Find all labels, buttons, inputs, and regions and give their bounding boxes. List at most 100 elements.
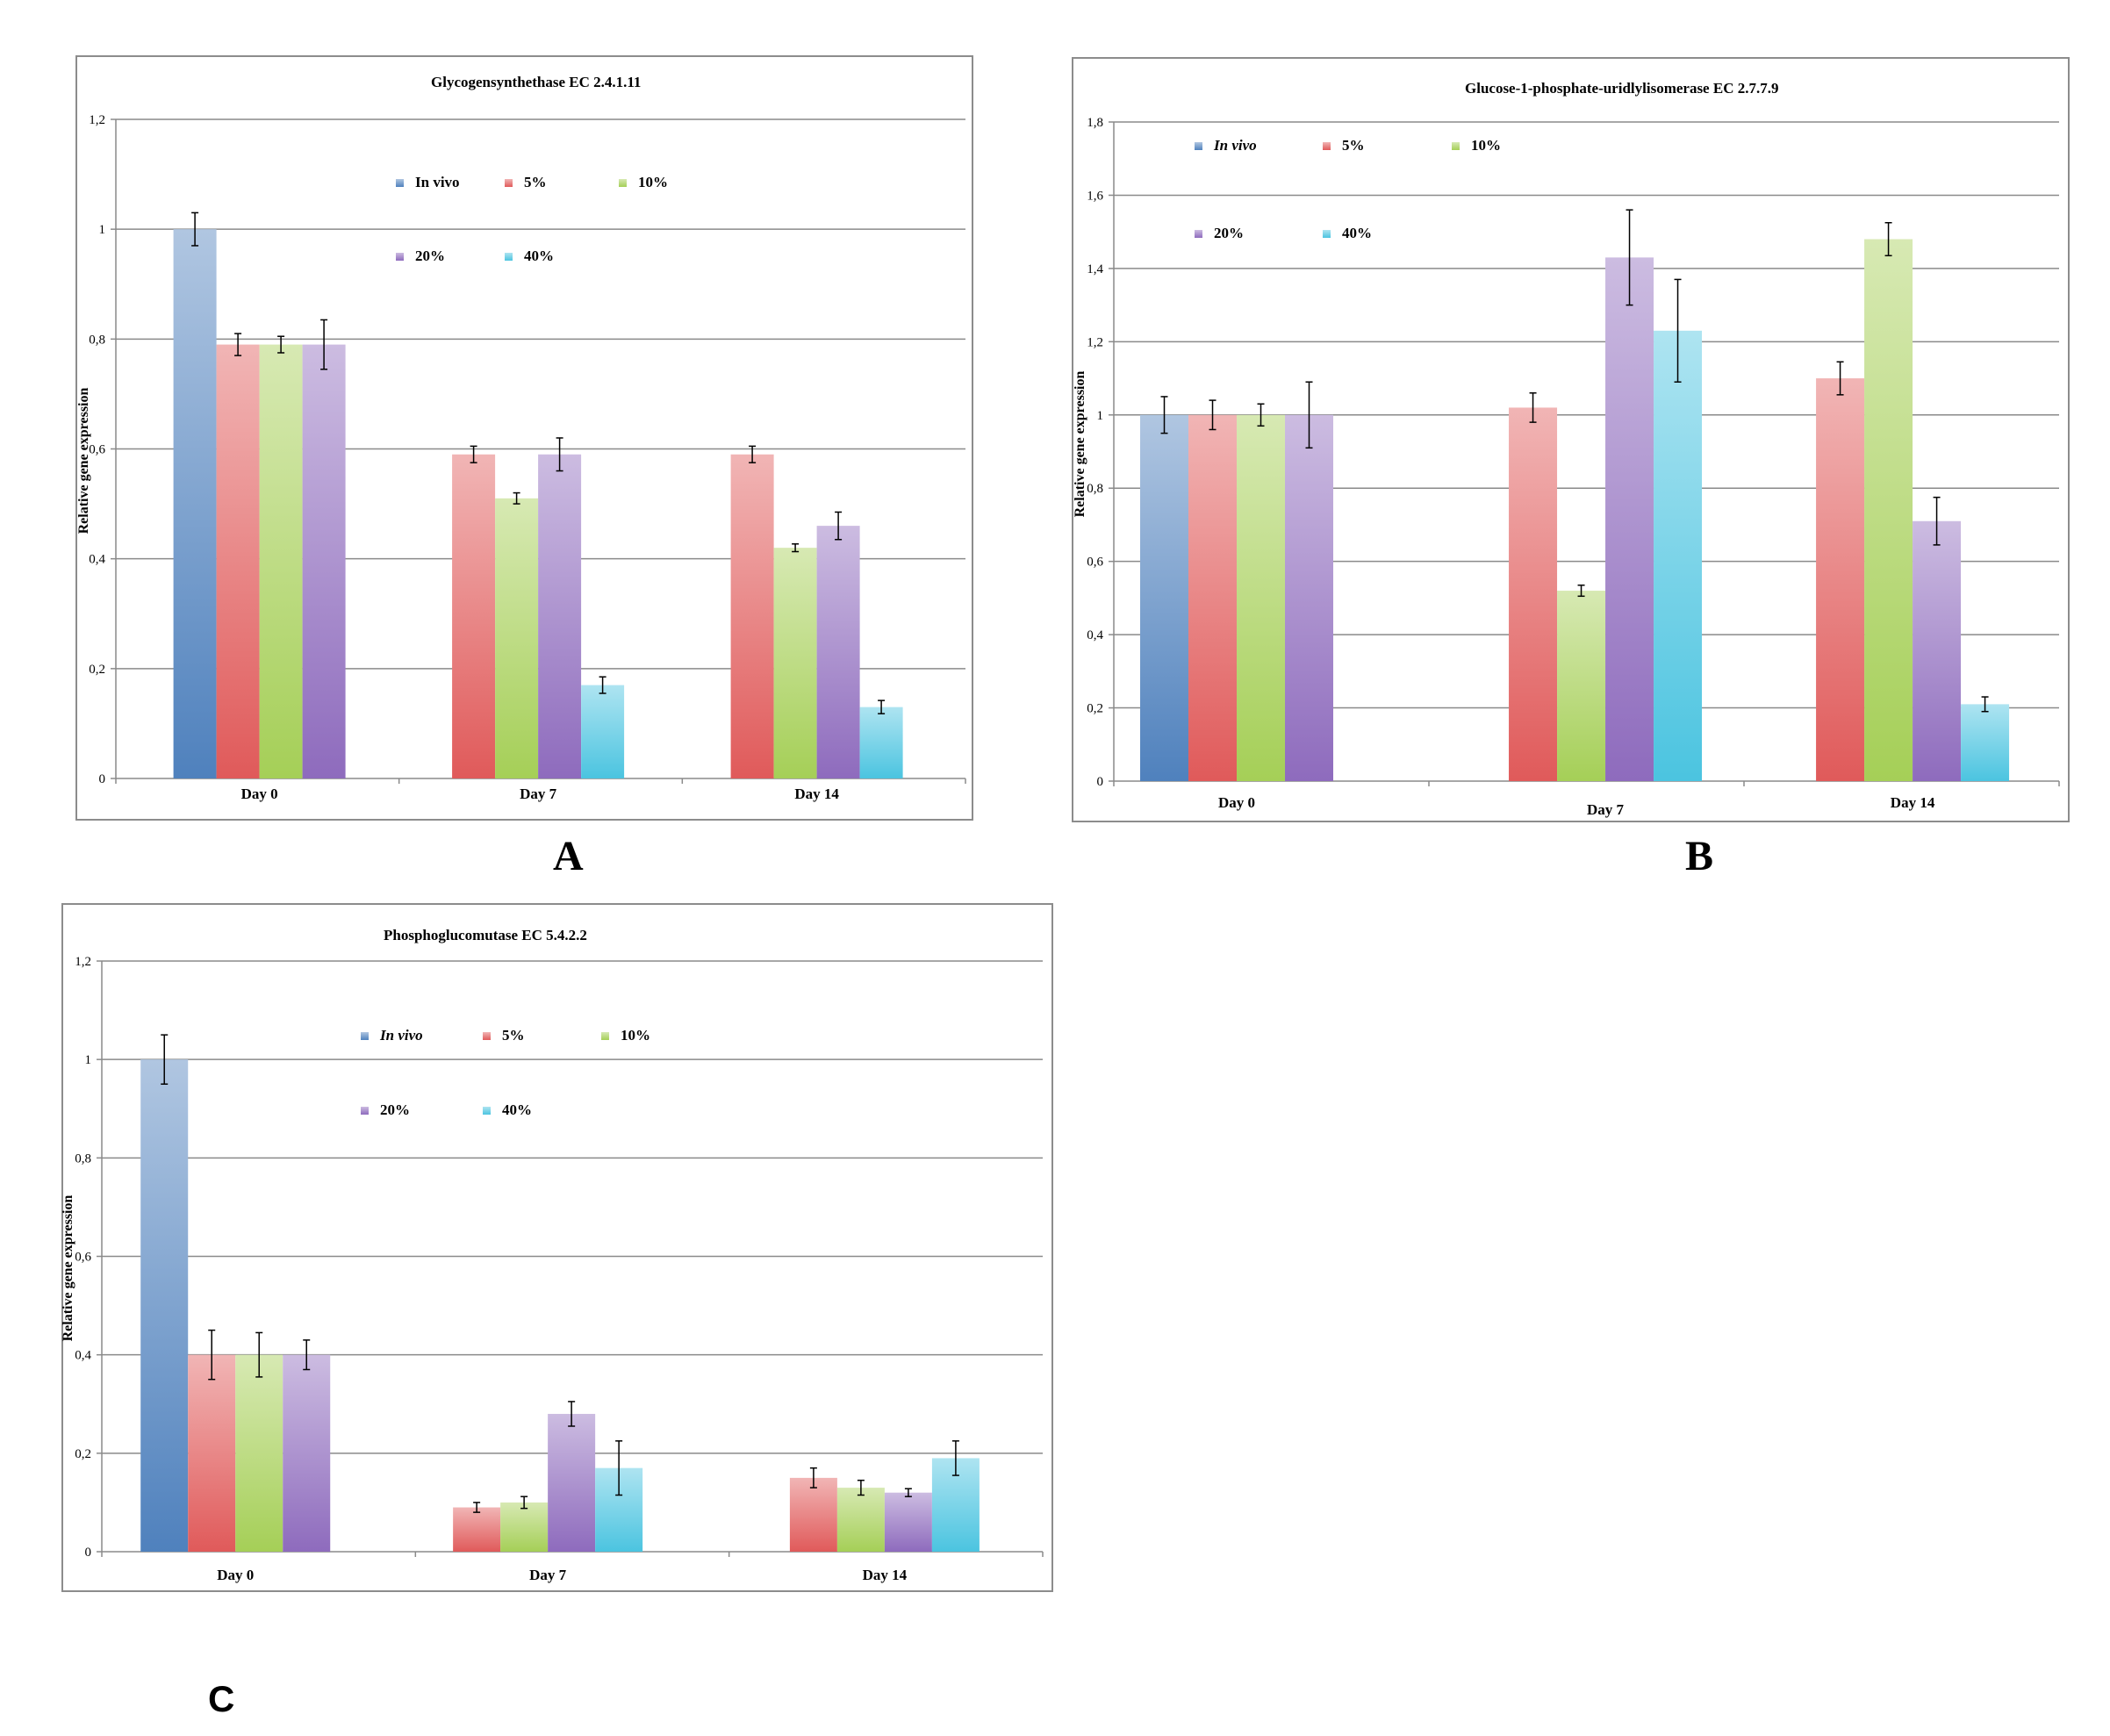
y-tick-label: 1 — [85, 1053, 92, 1067]
y-tick-label: 1,2 — [89, 113, 105, 127]
legend-swatch — [505, 253, 513, 261]
x-category-label: Day 0 — [241, 786, 278, 802]
legend-label: In vivo — [415, 174, 460, 190]
x-category-label: Day 14 — [863, 1567, 908, 1583]
y-tick-label: 0 — [85, 1546, 92, 1560]
legend-label: 40% — [502, 1101, 532, 1118]
bar — [884, 1492, 932, 1552]
legend-swatch — [1323, 142, 1331, 150]
legend-swatch — [505, 179, 513, 187]
y-tick-label: 0,8 — [75, 1151, 91, 1166]
bar — [216, 344, 260, 778]
bar — [259, 344, 303, 778]
bar — [1961, 704, 2010, 781]
bar — [1509, 407, 1558, 781]
y-tick-label: 1,2 — [75, 955, 91, 969]
legend-label: 20% — [1214, 225, 1244, 241]
bar — [789, 1477, 837, 1552]
legend-swatch — [483, 1107, 491, 1115]
chart-panel-b: Glucose-1-phosphate-uridlylisomerase EC … — [1072, 57, 2070, 822]
legend-label: 20% — [415, 247, 445, 264]
legend-label: In vivo — [379, 1027, 423, 1044]
bar — [452, 454, 496, 778]
bar — [1188, 414, 1238, 781]
y-tick-label: 0,2 — [75, 1447, 91, 1461]
chart-title: Glycogensynthethase EC 2.4.1.11 — [431, 74, 641, 90]
x-category-label: Day 7 — [529, 1567, 567, 1583]
y-tick-label: 1,4 — [1087, 262, 1103, 276]
legend-label: 40% — [1342, 225, 1372, 241]
y-tick-label: 1,8 — [1087, 116, 1103, 130]
y-tick-label: 0,8 — [1087, 482, 1103, 496]
bar — [1816, 378, 1865, 781]
legend-swatch — [1452, 142, 1460, 150]
chart-panel-c: Phosphoglucomutase EC 5.4.2.2 Relative ge… — [61, 903, 1053, 1592]
y-tick-label: 0,6 — [75, 1251, 91, 1265]
x-category-label: Day 14 — [1891, 794, 1935, 811]
bar — [140, 1059, 189, 1552]
legend-swatch — [361, 1032, 369, 1040]
bar — [453, 1507, 501, 1552]
bar — [173, 229, 217, 778]
bar — [1913, 520, 1962, 781]
bar — [1557, 591, 1606, 781]
legend-swatch — [361, 1107, 369, 1115]
x-category-label: Day 7 — [1587, 801, 1625, 818]
legend-swatch — [483, 1032, 491, 1040]
legend-label: 20% — [380, 1101, 410, 1118]
bar — [773, 548, 817, 778]
legend-swatch — [1195, 230, 1202, 238]
y-tick-label: 0,2 — [1087, 702, 1103, 716]
y-tick-label: 0 — [1097, 775, 1104, 789]
y-axis-label: Relative gene expression — [1073, 371, 1087, 518]
chart-b-svg: Glucose-1-phosphate-uridlylisomerase EC … — [1073, 80, 2060, 818]
bar — [302, 344, 346, 778]
chart-title: Phosphoglucomutase EC 5.4.2.2 — [384, 927, 587, 943]
legend-swatch — [396, 253, 404, 261]
bar — [1605, 257, 1654, 782]
y-tick-label: 1,6 — [1087, 189, 1103, 203]
chart-a-svg: Glycogensynthethase EC 2.4.1.11 Relative … — [76, 74, 966, 802]
panel-letter-c: C — [208, 1678, 235, 1719]
y-tick-label: 1 — [99, 223, 106, 237]
bar — [538, 454, 582, 778]
bar — [235, 1354, 283, 1552]
bar — [1864, 239, 1913, 781]
y-tick-label: 0,4 — [89, 553, 105, 567]
y-axis-label: Relative gene expression — [76, 388, 91, 534]
y-tick-label: 0,4 — [75, 1349, 91, 1363]
y-tick-label: 0,4 — [1087, 628, 1103, 642]
panel-letter-a: A — [553, 833, 584, 879]
bar — [836, 1488, 885, 1552]
x-category-label: Day 0 — [217, 1567, 254, 1583]
legend-label: 10% — [638, 174, 668, 190]
bar — [548, 1413, 596, 1552]
y-tick-label: 1 — [1097, 409, 1104, 423]
x-category-label: Day 0 — [1218, 794, 1255, 811]
bar — [816, 526, 860, 778]
bar — [283, 1354, 331, 1552]
legend-label: 5% — [1342, 137, 1365, 154]
legend-label: 10% — [1471, 137, 1501, 154]
y-axis-label: Relative gene expression — [61, 1195, 75, 1342]
legend-swatch — [1195, 142, 1202, 150]
panel-letter-b: B — [1685, 833, 1714, 879]
bar — [1237, 414, 1286, 781]
bar — [859, 707, 903, 778]
bar — [500, 1502, 549, 1552]
chart-title: Glucose-1-phosphate-uridlylisomerase EC … — [1465, 80, 1778, 97]
legend-swatch — [601, 1032, 609, 1040]
y-tick-label: 0,8 — [89, 333, 105, 347]
legend-label: 5% — [524, 174, 547, 190]
bar — [1140, 414, 1189, 781]
chart-c-svg: Phosphoglucomutase EC 5.4.2.2 Relative ge… — [61, 927, 1044, 1583]
x-category-label: Day 7 — [520, 786, 557, 802]
bar — [188, 1354, 236, 1552]
legend-label: 40% — [524, 247, 554, 264]
y-tick-label: 0,6 — [89, 443, 105, 457]
legend-swatch — [619, 179, 627, 187]
legend-swatch — [396, 179, 404, 187]
legend-label: 5% — [502, 1027, 525, 1044]
legend-swatch — [1323, 230, 1331, 238]
legend-label: 10% — [621, 1027, 650, 1044]
